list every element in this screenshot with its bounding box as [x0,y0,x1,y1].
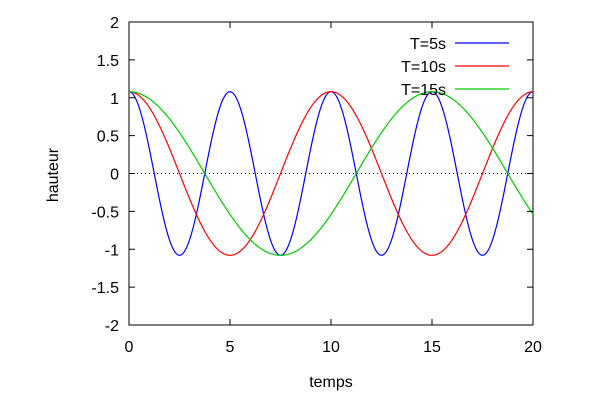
legend-label: T=5s [410,36,446,53]
y-tick-label: -1.5 [91,280,119,297]
y-tick-label: -1 [105,242,119,259]
y-tick-label: -2 [105,318,119,335]
x-tick-label: 20 [524,339,542,356]
y-tick-label: -0.5 [91,204,119,221]
legend: T=5s T=10s T=15s [401,36,509,99]
x-tick-label: 5 [226,339,235,356]
axis-ticks: 0 5 10 15 20 -2 -1.5 -1 -0.5 0 0.5 1 1.5 2 [91,15,542,356]
series-layer [128,91,534,256]
x-axis-title: temps [309,374,353,391]
x-tick-label: 0 [125,339,134,356]
legend-label: T=10s [401,59,446,76]
y-tick-label: 0.5 [97,129,119,146]
legend-label: T=15s [401,82,446,99]
y-axis-title: hauteur [45,147,62,202]
x-tick-label: 10 [322,339,340,356]
series-line-t-15s [128,91,534,256]
y-tick-label: 1 [110,91,119,108]
y-tick-label: 0 [110,167,119,184]
y-tick-label: 1.5 [97,53,119,70]
x-tick-label: 15 [423,339,441,356]
series-line-t-10s [128,91,534,256]
y-tick-label: 2 [110,15,119,32]
